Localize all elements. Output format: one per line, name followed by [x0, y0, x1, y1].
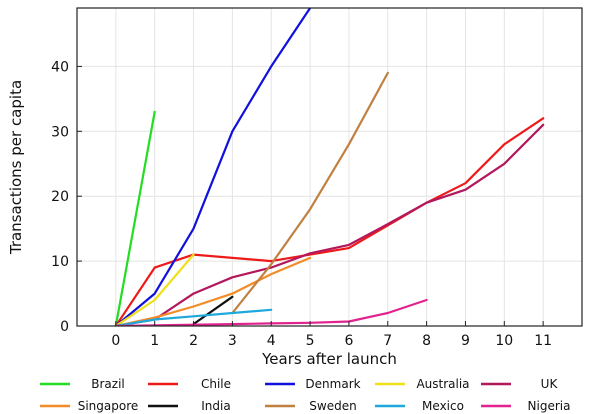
series-line-australia: [114, 253, 195, 326]
legend-label-india: India: [201, 399, 230, 413]
legend-label-brazil: Brazil: [91, 377, 125, 391]
axis-ticks: 0 1 2 3 4 5 6 7 8 9 10 11 0 10 20 30 40: [51, 59, 552, 349]
series-line-india: [192, 295, 234, 326]
series-line-sweden: [231, 71, 389, 315]
legend-label-chile: Chile: [201, 377, 231, 391]
legend-label-singapore: Singapore: [78, 399, 139, 413]
y-tick-label: 40: [51, 59, 69, 75]
y-axis-title: Transactions per capita: [7, 80, 25, 255]
y-tick-label: 30: [51, 124, 69, 140]
x-tick-label: 8: [422, 333, 431, 349]
x-tick-label: 4: [267, 333, 276, 349]
series-line-brazil: [114, 110, 156, 326]
plot-frame: [76, 7, 583, 327]
x-tick-label: 7: [383, 333, 392, 349]
series-line-mexico: [114, 308, 273, 326]
legend-label-mexico: Mexico: [422, 399, 464, 413]
series-line-uk: [114, 123, 545, 326]
x-axis-title: Years after launch: [261, 350, 397, 368]
x-tick-label: 9: [461, 333, 470, 349]
x-tick-label: 0: [111, 333, 120, 349]
x-tick-label: 1: [150, 333, 159, 349]
plot-series: [114, 8, 545, 326]
x-tick-label: 2: [189, 333, 198, 349]
legend-label-nigeria: Nigeria: [528, 399, 571, 413]
y-tick-label: 20: [51, 189, 69, 205]
series-line-singapore: [114, 256, 312, 326]
legend-label-australia: Australia: [416, 377, 469, 391]
series-line-denmark: [114, 8, 312, 326]
x-tick-label: 5: [306, 333, 315, 349]
x-tick-label: 3: [228, 333, 237, 349]
y-tick-label: 0: [60, 319, 69, 335]
legend-label-denmark: Denmark: [305, 377, 360, 391]
grid: [77, 8, 582, 327]
x-tick-label: 11: [534, 333, 552, 349]
y-tick-label: 10: [51, 254, 69, 270]
legend-label-uk: UK: [541, 377, 559, 391]
x-tick-label: 6: [344, 333, 353, 349]
series-line-chile: [114, 117, 545, 326]
legend: Brazil Chile Denmark Australia UK Singapore In…: [40, 377, 570, 413]
legend-label-sweden: Sweden: [309, 399, 356, 413]
x-tick-label: 10: [495, 333, 513, 349]
